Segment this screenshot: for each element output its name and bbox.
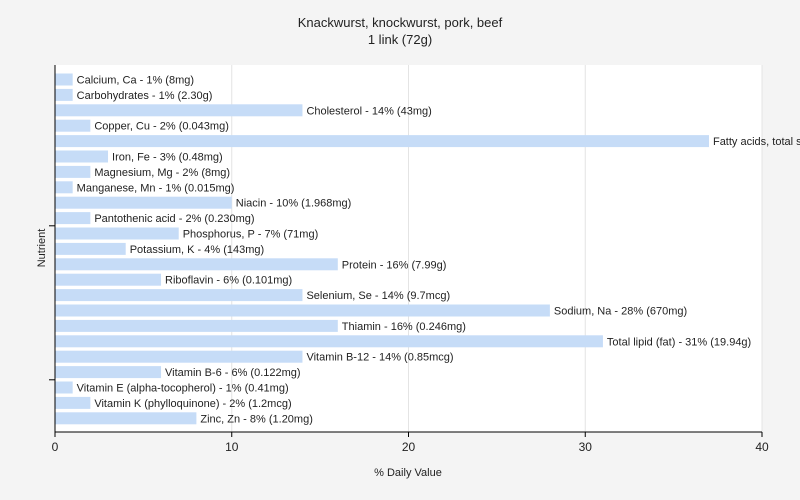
bar-label-19: Vitamin B-6 - 6% (0.122mg): [165, 367, 301, 379]
chart-title: Knackwurst, knockwurst, pork, beef: [298, 15, 503, 30]
bar-label-17: Total lipid (fat) - 31% (19.94g): [607, 336, 751, 348]
bar-label-9: Pantothenic acid - 2% (0.230mg): [94, 213, 254, 225]
bar-8: [55, 196, 232, 209]
x-axis-label: % Daily Value: [374, 467, 442, 479]
bar-7: [55, 181, 73, 194]
bar-label-1: Carbohydrates - 1% (2.30g): [77, 90, 213, 102]
bar-label-22: Zinc, Zn - 8% (1.20mg): [200, 413, 312, 425]
chart-subtitle: 1 link (72g): [368, 32, 432, 47]
bar-label-0: Calcium, Ca - 1% (8mg): [77, 75, 194, 87]
bar-19: [55, 366, 162, 379]
x-tick-label-0: 0: [52, 440, 59, 454]
bar-label-13: Riboflavin - 6% (0.101mg): [165, 275, 292, 287]
bar-label-14: Selenium, Se - 14% (9.7mcg): [306, 290, 450, 302]
bar-label-18: Vitamin B-12 - 14% (0.85mcg): [306, 352, 453, 364]
bar-label-6: Magnesium, Mg - 2% (8mg): [94, 167, 230, 179]
bar-label-5: Iron, Fe - 3% (0.48mg): [112, 152, 223, 164]
bars: Calcium, Ca - 1% (8mg) Carbohydrates - 1%…: [55, 73, 800, 425]
bar-16: [55, 319, 338, 332]
bar-3: [55, 119, 91, 132]
bar-5: [55, 150, 109, 163]
bar-label-21: Vitamin K (phylloquinone) - 2% (1.2mcg): [94, 398, 291, 410]
bar-15: [55, 304, 550, 317]
bar-2: [55, 104, 303, 117]
bar-14: [55, 289, 303, 302]
axes: 0 10 20 30 40: [49, 65, 769, 454]
bar-1: [55, 88, 73, 101]
bar-label-15: Sodium, Na - 28% (670mg): [554, 306, 687, 318]
bar-label-12: Protein - 16% (7.99g): [342, 259, 447, 271]
bar-18: [55, 350, 303, 363]
bar-21: [55, 396, 91, 409]
bar-10: [55, 227, 179, 240]
bar-9: [55, 212, 91, 225]
bar-11: [55, 242, 126, 255]
bar-label-2: Cholesterol - 14% (43mg): [306, 105, 431, 117]
x-tick-label-2: 20: [402, 440, 416, 454]
bar-17: [55, 335, 603, 348]
bar-13: [55, 273, 162, 286]
x-tick-label-1: 10: [225, 440, 239, 454]
grid-lines: [231, 65, 763, 432]
bar-label-3: Copper, Cu - 2% (0.043mg): [94, 121, 229, 133]
x-tick-label-4: 40: [755, 440, 769, 454]
bar-label-10: Phosphorus, P - 7% (71mg): [183, 229, 319, 241]
x-tick-label-3: 30: [579, 440, 593, 454]
bar-12: [55, 258, 338, 271]
bar-20: [55, 381, 73, 394]
bar-label-7: Manganese, Mn - 1% (0.015mg): [77, 182, 235, 194]
bar-0: [55, 73, 73, 86]
bar-6: [55, 165, 91, 178]
bar-label-4: Fatty acids, total saturated - 37% (7.35…: [713, 136, 800, 148]
bar-label-16: Thiamin - 16% (0.246mg): [342, 321, 466, 333]
bar-4: [55, 135, 709, 148]
bar-label-20: Vitamin E (alpha-tocopherol) - 1% (0.41m…: [77, 383, 289, 395]
y-axis-label: Nutrient: [36, 229, 48, 268]
bar-22: [55, 412, 197, 425]
bar-label-8: Niacin - 10% (1.968mg): [236, 198, 352, 210]
bar-label-11: Potassium, K - 4% (143mg): [130, 244, 265, 256]
